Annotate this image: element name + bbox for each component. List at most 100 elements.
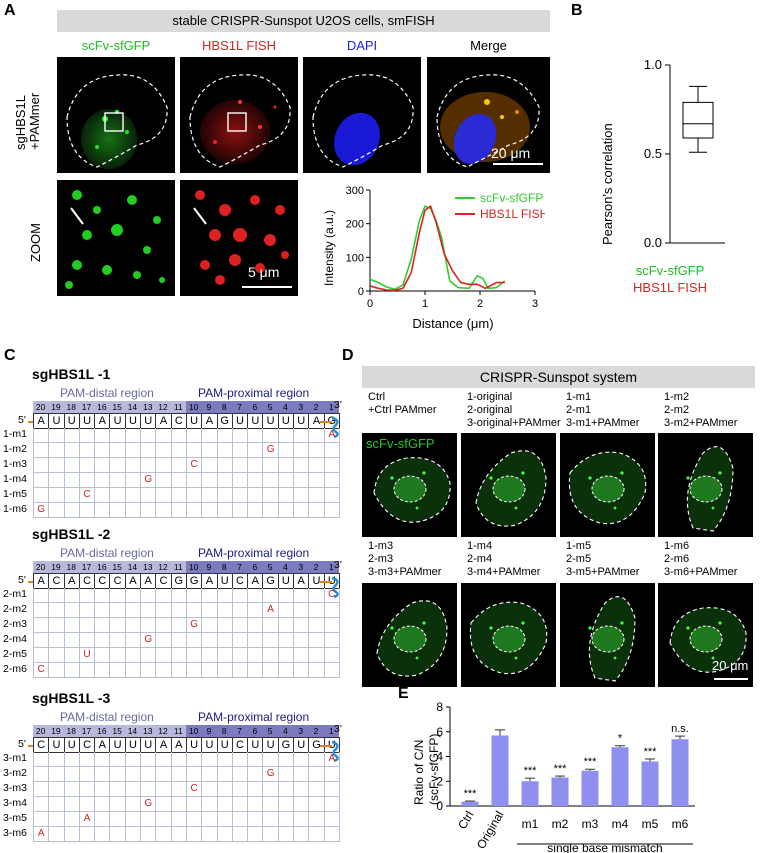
mismatch-cell	[248, 752, 264, 767]
mismatch-base: A	[263, 603, 279, 618]
mismatch-cell	[95, 812, 111, 827]
position-number: 2	[308, 725, 324, 737]
mismatch-row-label: 3-m3	[3, 782, 27, 794]
mismatch-cell	[248, 633, 264, 648]
mismatch-cell	[217, 812, 233, 827]
cell-outline-fish	[189, 74, 291, 168]
x-tick-label: 0	[367, 298, 373, 310]
mismatch-cell	[125, 473, 142, 488]
mismatch-cell	[324, 503, 340, 518]
mismatch-row: G	[33, 633, 340, 648]
mismatch-row: A	[33, 752, 340, 767]
mismatch-cell	[171, 458, 187, 473]
mismatch-cell	[324, 782, 340, 797]
mismatch-cell	[248, 663, 264, 678]
position-number: 11	[170, 401, 186, 413]
mismatch-base: A	[324, 428, 340, 443]
mismatch-cell	[186, 663, 203, 678]
mismatch-base: G	[141, 633, 157, 648]
mismatch-cell	[156, 488, 172, 503]
mismatch-cell	[278, 618, 295, 633]
mismatch-grid: A G C G C G	[33, 428, 340, 518]
mismatch-cell	[278, 812, 295, 827]
mismatch-cell	[110, 648, 126, 663]
zoom-gfp-spots	[65, 190, 165, 289]
mismatch-row: G	[33, 473, 340, 488]
mismatch-cell	[248, 618, 264, 633]
mismatch-cell	[324, 767, 340, 782]
condition-label: 1-m6 2-m6 3-m6+PAMmer	[664, 540, 738, 578]
position-number: 19	[48, 401, 64, 413]
position-number: 3	[293, 725, 309, 737]
mismatch-base: G	[141, 473, 157, 488]
mismatch-cell	[141, 618, 157, 633]
channel-label-dapi: DAPI	[346, 38, 378, 53]
mismatch-base: A	[33, 827, 50, 842]
box-category-gfp: scFv-sfGFP	[636, 263, 705, 278]
nucleotide: U	[79, 413, 96, 429]
guide-sequence: ACACCCAACGGAUCAGUAUU	[33, 573, 340, 589]
mismatch-cell	[324, 443, 340, 458]
mismatch-cell	[278, 797, 295, 812]
mismatch-cell	[263, 428, 279, 443]
mismatch-cell	[202, 458, 218, 473]
mismatch-cell	[171, 752, 187, 767]
nucleotide: A	[294, 573, 310, 589]
nucleotide: A	[156, 737, 172, 753]
position-number: 1	[323, 725, 339, 737]
mismatch-cell	[33, 458, 50, 473]
significance-mark: ***	[554, 763, 568, 775]
nucleotide: U	[232, 413, 249, 429]
mismatch-cell	[141, 488, 157, 503]
nucleotide: A	[202, 413, 218, 429]
sunspot-cell	[376, 600, 448, 677]
mismatch-cell	[324, 827, 340, 842]
mismatch-cell	[95, 797, 111, 812]
position-number: 18	[63, 401, 79, 413]
mismatch-cell	[110, 428, 126, 443]
mismatch-cell	[171, 767, 187, 782]
mismatch-row-label: 1-m4	[3, 473, 27, 485]
mismatch-row: C	[33, 588, 340, 603]
mismatch-base: C	[33, 663, 50, 678]
mismatch-cell	[263, 588, 279, 603]
mismatch-cell	[217, 663, 233, 678]
mismatch-cell	[278, 428, 295, 443]
mismatch-cell	[95, 663, 111, 678]
five-prime-line	[28, 745, 34, 747]
position-number: 18	[63, 725, 79, 737]
mismatch-cell	[217, 588, 233, 603]
five-prime-label: 5'	[18, 738, 26, 750]
nucleotide: A	[202, 573, 218, 589]
hairpin-icon	[330, 416, 340, 439]
mismatch-cell	[171, 618, 187, 633]
position-number: 14	[124, 725, 141, 737]
bar-y-tick-label: 8	[436, 700, 443, 714]
y-tick-label: 200	[346, 219, 364, 231]
nucleotide: C	[49, 573, 65, 589]
mismatch-cell	[156, 458, 172, 473]
mismatch-cell	[95, 752, 111, 767]
mismatch-cell	[263, 648, 279, 663]
position-number: 13	[140, 401, 156, 413]
mismatch-cell	[232, 503, 249, 518]
mismatch-cell	[232, 648, 249, 663]
mismatch-cell	[33, 473, 50, 488]
position-number: 4	[277, 725, 294, 737]
mismatch-cell	[64, 458, 80, 473]
position-number: 10	[185, 725, 202, 737]
mismatch-cell	[156, 827, 172, 842]
mismatch-cell	[125, 752, 142, 767]
mismatch-cell	[49, 752, 65, 767]
sunspot-cell	[469, 601, 548, 675]
position-numbers: 20 19 18 17 16 15 14 13 12 11 10 9 8 7 6 5 4 3 2 1	[33, 561, 339, 573]
mismatch-row: A	[33, 428, 340, 443]
mismatch-cell	[278, 473, 295, 488]
mismatch-cell	[186, 443, 203, 458]
mismatch-cell	[49, 618, 65, 633]
mismatch-cell	[232, 827, 249, 842]
mismatch-cell	[141, 458, 157, 473]
mismatch-cell	[202, 443, 218, 458]
y-tick-label: 100	[346, 252, 364, 264]
